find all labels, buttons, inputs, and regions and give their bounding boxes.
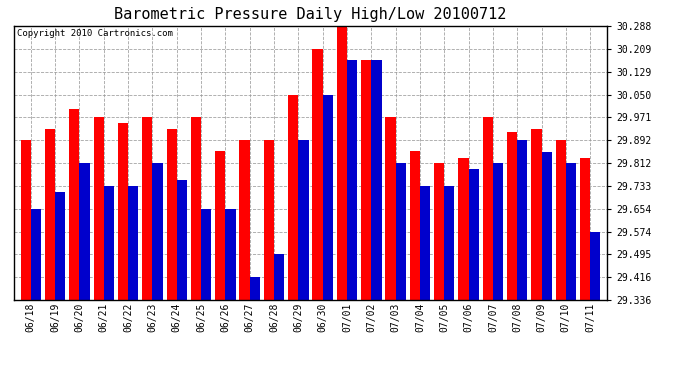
Bar xyxy=(166,129,177,300)
Bar xyxy=(201,209,211,300)
Bar xyxy=(580,158,590,300)
Bar xyxy=(444,186,455,300)
Bar xyxy=(239,140,250,300)
Bar xyxy=(152,163,163,300)
Bar xyxy=(79,163,90,300)
Bar xyxy=(555,140,566,300)
Bar xyxy=(45,129,55,300)
Bar xyxy=(410,151,420,300)
Bar xyxy=(104,186,114,300)
Bar xyxy=(518,140,527,300)
Bar xyxy=(250,277,260,300)
Title: Barometric Pressure Daily High/Low 20100712: Barometric Pressure Daily High/Low 20100… xyxy=(115,7,506,22)
Bar xyxy=(371,60,382,300)
Bar xyxy=(323,94,333,300)
Text: Copyright 2010 Cartronics.com: Copyright 2010 Cartronics.com xyxy=(17,29,172,38)
Bar xyxy=(288,94,298,300)
Bar xyxy=(483,117,493,300)
Bar xyxy=(347,60,357,300)
Bar xyxy=(566,163,576,300)
Bar xyxy=(493,163,503,300)
Bar xyxy=(542,152,552,300)
Bar xyxy=(94,117,104,300)
Bar xyxy=(298,140,308,300)
Bar xyxy=(274,254,284,300)
Bar xyxy=(55,192,66,300)
Bar xyxy=(469,170,479,300)
Bar xyxy=(177,180,187,300)
Bar xyxy=(142,117,152,300)
Bar xyxy=(458,158,469,300)
Bar xyxy=(531,129,542,300)
Bar xyxy=(337,26,347,300)
Bar xyxy=(420,186,430,300)
Bar xyxy=(590,231,600,300)
Bar xyxy=(434,163,444,300)
Bar xyxy=(31,209,41,300)
Bar xyxy=(313,49,323,300)
Bar xyxy=(361,60,371,300)
Bar xyxy=(264,140,274,300)
Bar xyxy=(215,151,226,300)
Bar xyxy=(128,186,138,300)
Bar xyxy=(507,132,518,300)
Bar xyxy=(191,117,201,300)
Bar xyxy=(395,163,406,300)
Bar xyxy=(226,209,235,300)
Bar xyxy=(386,117,395,300)
Bar xyxy=(118,123,128,300)
Bar xyxy=(69,109,79,300)
Bar xyxy=(21,140,31,300)
